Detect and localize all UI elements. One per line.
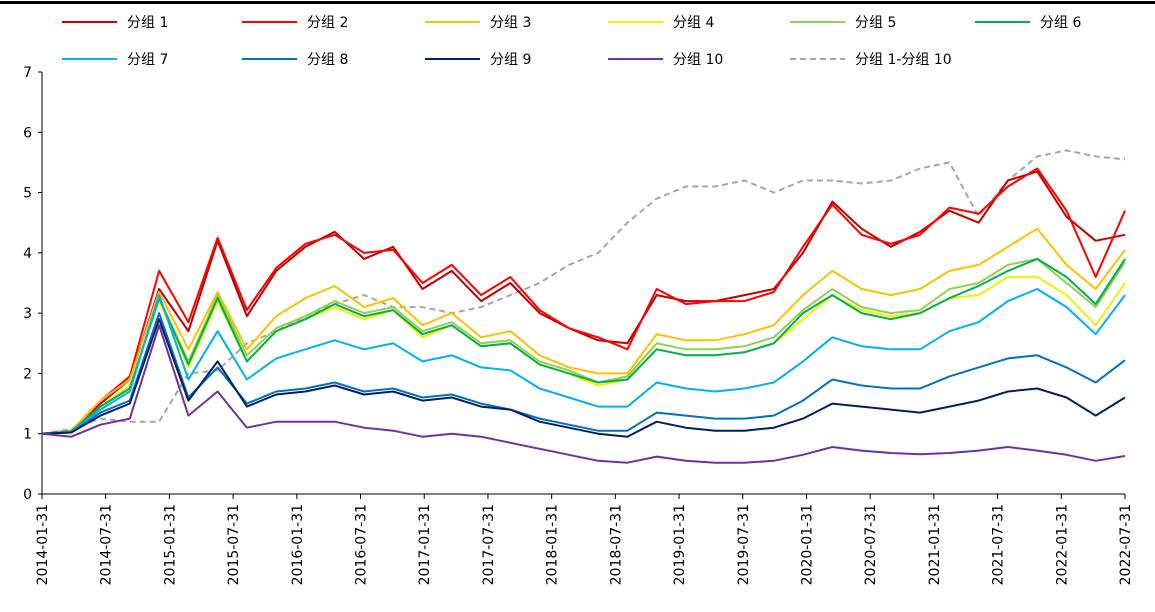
series-line-11 <box>41 149 1126 435</box>
x-tick-label: 2018-07-31 <box>608 504 624 585</box>
x-tick-label: 2019-07-31 <box>736 504 752 585</box>
legend-label-5: 分组 5 <box>855 15 896 31</box>
series-line-7 <box>41 288 1126 435</box>
legend-label-3: 分组 3 <box>490 15 531 31</box>
y-tick-label: 6 <box>23 125 32 141</box>
y-tick-label: 7 <box>23 65 32 81</box>
legend-label-4: 分组 4 <box>673 15 714 31</box>
legend-label-1: 分组 1 <box>127 15 168 31</box>
legend-label-6: 分组 6 <box>1040 15 1081 31</box>
x-tick-label: 2014-07-31 <box>99 504 115 585</box>
x-tick-label: 2015-01-31 <box>162 504 178 585</box>
x-tick-label: 2020-01-31 <box>799 504 815 585</box>
legend-label-2: 分组 2 <box>307 15 348 31</box>
x-tick-label: 2016-07-31 <box>354 504 370 585</box>
series-line-10 <box>41 324 1126 464</box>
x-axis: 2014-01-31 2014-07-31 2015-01-31 2015-07-31… <box>35 493 1134 585</box>
series-line-3 <box>41 227 1126 435</box>
x-tick-label: 2021-01-31 <box>927 504 943 585</box>
x-tick-label: 2020-07-31 <box>863 504 879 585</box>
legend-label-9: 分组 9 <box>490 52 531 68</box>
legend-label-7: 分组 7 <box>127 52 168 68</box>
legend-label-8: 分组 8 <box>307 52 348 68</box>
y-tick-label: 3 <box>23 306 32 322</box>
legend-label-11: 分组 1-分组 10 <box>855 52 952 68</box>
y-axis: 0 1 2 3 4 5 6 7 <box>23 65 43 503</box>
series-line-5 <box>41 257 1126 435</box>
legend-label-10: 分组 10 <box>673 52 723 68</box>
x-tick-label: 2022-07-31 <box>1118 504 1134 585</box>
y-tick-label: 4 <box>23 246 32 262</box>
x-tick-label: 2015-07-31 <box>226 504 242 585</box>
y-tick-label: 1 <box>23 427 32 443</box>
series-line-4 <box>41 276 1126 435</box>
series-line-8 <box>41 312 1126 435</box>
y-tick-label: 0 <box>23 487 32 503</box>
x-tick-label: 2022-01-31 <box>1054 504 1070 585</box>
x-tick-label: 2017-07-31 <box>481 504 497 585</box>
series-line-9 <box>41 318 1126 438</box>
x-tick-label: 2018-01-31 <box>545 504 561 585</box>
y-tick-label: 5 <box>23 186 32 202</box>
series-line-6 <box>41 257 1126 435</box>
x-tick-label: 2017-01-31 <box>417 504 433 585</box>
x-tick-label: 2021-07-31 <box>991 504 1007 585</box>
x-tick-label: 2019-01-31 <box>672 504 688 585</box>
legend: 分组 1 分组 2 分组 3 分组 4 分组 5 分组 6 分组 7 分组 8 分组 9 分组 1… <box>62 15 1081 68</box>
x-tick-label: 2016-01-31 <box>290 504 306 585</box>
x-tick-label: 2014-01-31 <box>35 504 51 585</box>
series-group <box>41 149 1126 464</box>
y-tick-label: 2 <box>23 366 32 382</box>
series-line-1 <box>41 170 1126 435</box>
series-line-2 <box>41 167 1126 435</box>
